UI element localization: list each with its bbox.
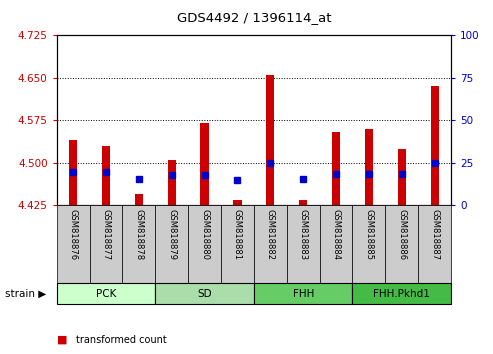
Text: GSM818878: GSM818878	[135, 209, 143, 260]
Text: GDS4492 / 1396114_at: GDS4492 / 1396114_at	[176, 11, 331, 24]
Bar	[287, 205, 319, 283]
Bar	[57, 283, 155, 304]
Bar	[352, 205, 386, 283]
Bar	[155, 283, 254, 304]
Text: GSM818876: GSM818876	[69, 209, 77, 260]
Text: GSM818887: GSM818887	[430, 209, 439, 260]
Text: ■: ■	[57, 335, 67, 345]
Text: GSM818886: GSM818886	[397, 209, 406, 260]
Bar	[90, 205, 122, 283]
Text: GSM818884: GSM818884	[332, 209, 341, 260]
Bar	[299, 200, 307, 205]
Text: GSM818883: GSM818883	[299, 209, 308, 260]
Text: FHH.Pkhd1: FHH.Pkhd1	[373, 289, 430, 299]
Text: PCK: PCK	[96, 289, 116, 299]
Bar	[254, 205, 287, 283]
Bar	[155, 205, 188, 283]
Text: FHH: FHH	[292, 289, 314, 299]
Bar	[201, 123, 209, 205]
Text: GSM818881: GSM818881	[233, 209, 242, 260]
Bar	[135, 194, 143, 205]
Text: GSM818879: GSM818879	[167, 209, 176, 260]
Bar	[188, 205, 221, 283]
Bar	[233, 200, 242, 205]
Bar	[418, 205, 451, 283]
Bar	[365, 129, 373, 205]
Text: SD: SD	[197, 289, 212, 299]
Bar	[221, 205, 254, 283]
Bar	[319, 205, 352, 283]
Text: GSM818882: GSM818882	[266, 209, 275, 260]
Bar	[430, 86, 439, 205]
Text: GSM818880: GSM818880	[200, 209, 209, 260]
Bar	[332, 132, 340, 205]
Bar	[168, 160, 176, 205]
Bar	[254, 283, 352, 304]
Text: GSM818877: GSM818877	[102, 209, 110, 260]
Bar	[398, 149, 406, 205]
Bar	[352, 283, 451, 304]
Bar	[102, 146, 110, 205]
Text: transformed count: transformed count	[76, 335, 167, 345]
Bar	[69, 140, 77, 205]
Text: GSM818885: GSM818885	[364, 209, 373, 260]
Bar	[386, 205, 418, 283]
Bar	[122, 205, 155, 283]
Bar	[57, 205, 90, 283]
Text: strain ▶: strain ▶	[5, 289, 46, 299]
Bar	[266, 75, 275, 205]
